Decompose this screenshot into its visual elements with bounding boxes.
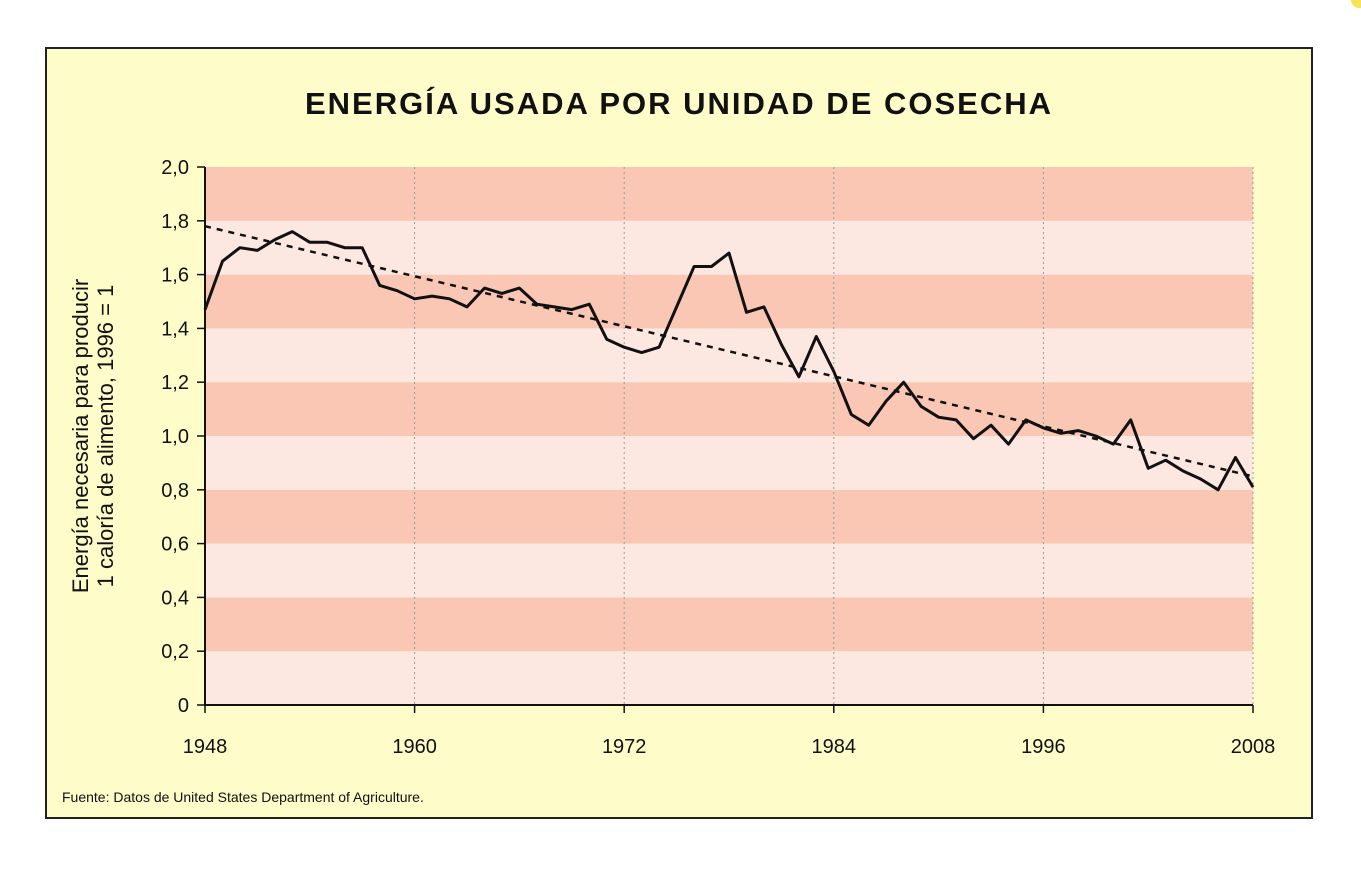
y-tick-label: 0,2	[161, 641, 189, 663]
band-7	[205, 274, 1253, 329]
y-tick-label: 1,2	[161, 372, 189, 394]
x-tick-label: 1960	[392, 736, 437, 758]
band-1	[205, 597, 1253, 652]
y-axis-label-line-1: Energía necesaria para producir	[68, 279, 93, 593]
y-tick-label: 1,4	[161, 318, 189, 340]
axes	[197, 166, 1254, 713]
x-tick-labels: 1948 1960 1972 1984 1996 2008	[183, 736, 1276, 758]
y-tick-label: 1,0	[161, 426, 189, 448]
y-tick-label: 1,6	[161, 265, 189, 287]
chart-title: ENERGÍA USADA POR UNIDAD DE COSECHA	[304, 86, 1054, 121]
y-axis-label-line-2: 1 caloría de alimento, 1996 = 1	[93, 285, 118, 588]
energy-series-line	[203, 230, 1255, 492]
x-tick-label: 1984	[812, 736, 857, 758]
background-bands	[205, 167, 1253, 705]
corner-decoration	[1351, 0, 1361, 8]
y-tick-label: 2,0	[161, 157, 189, 179]
series-lines	[203, 224, 1255, 492]
x-tick-label: 1972	[602, 736, 647, 758]
band-5	[205, 382, 1253, 436]
y-tick-label: 1,8	[161, 211, 189, 233]
band-2	[205, 543, 1253, 598]
band-6	[205, 328, 1253, 383]
x-tick-label: 1948	[183, 736, 228, 758]
band-0	[205, 651, 1253, 705]
y-tick-label: 0	[178, 695, 189, 717]
y-tick-labels: 0 0,2 0,4 0,6 0,8 1,0 1,2 1,4 1,6 1,8 2,0	[161, 157, 189, 717]
y-tick-label: 0,8	[161, 480, 189, 502]
x-tick-label: 2008	[1231, 736, 1276, 758]
band-3	[205, 489, 1253, 544]
source-note: Fuente: Datos de United States Departmen…	[62, 789, 424, 805]
band-4	[205, 436, 1253, 490]
y-tick-label: 0,6	[161, 534, 189, 556]
x-tick-label: 1996	[1021, 736, 1066, 758]
band-9	[205, 167, 1253, 221]
band-8	[205, 220, 1253, 275]
y-tick-label: 0,4	[161, 587, 189, 609]
